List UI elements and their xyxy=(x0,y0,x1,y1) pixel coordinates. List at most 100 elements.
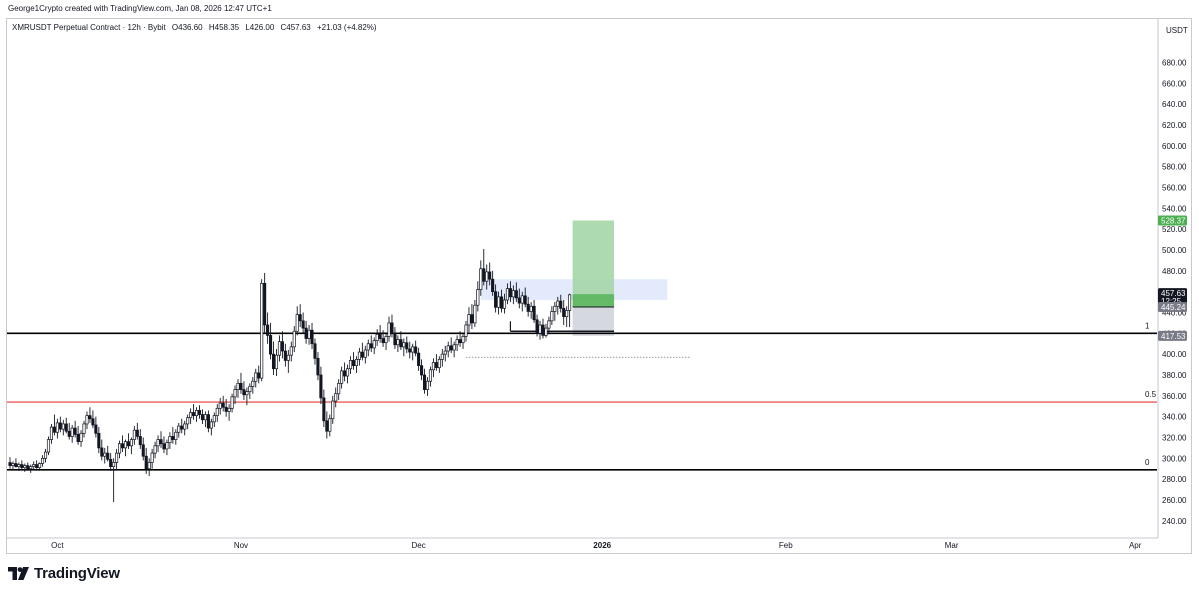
price-tick-label: 620.00 xyxy=(1162,121,1187,130)
candle xyxy=(156,435,160,453)
price-tick-label: 280.00 xyxy=(1162,475,1187,484)
candle xyxy=(393,327,397,349)
candle xyxy=(331,395,335,424)
candle xyxy=(251,377,255,394)
candle xyxy=(115,448,119,470)
candle xyxy=(375,329,379,346)
candle xyxy=(271,341,276,375)
candle xyxy=(360,342,364,361)
tradingview-logo-icon xyxy=(8,567,29,580)
candle xyxy=(260,279,264,382)
candle xyxy=(340,366,344,389)
price-tick-label: 600.00 xyxy=(1162,142,1187,151)
candle xyxy=(476,281,480,312)
candle xyxy=(168,432,172,449)
price-badge-text: 445.24 xyxy=(1161,303,1186,312)
candle xyxy=(310,322,314,349)
symbol-legend: XMRUSDT Perpetual Contract · 12h · Bybit… xyxy=(12,23,381,32)
price-badge-target xyxy=(1158,215,1187,226)
price-tick-label: 340.00 xyxy=(1162,413,1187,422)
candle xyxy=(425,377,430,396)
price-tick-label: 660.00 xyxy=(1162,79,1187,88)
candle xyxy=(120,435,125,453)
candle xyxy=(248,383,252,399)
tradingview-logo-text: TradingView xyxy=(34,565,120,582)
price-tick-label: 380.00 xyxy=(1162,371,1187,380)
candle xyxy=(52,414,56,436)
candle xyxy=(123,439,128,457)
candle xyxy=(212,412,216,428)
candle xyxy=(32,461,36,470)
price-tick-label: 240.00 xyxy=(1162,517,1187,526)
candle xyxy=(505,283,509,305)
candle xyxy=(535,314,539,337)
time-tick-label: Dec xyxy=(412,541,426,550)
candle xyxy=(245,387,249,406)
candle xyxy=(553,302,557,321)
candle xyxy=(153,441,157,459)
price-tick-label: 480.00 xyxy=(1162,267,1187,276)
candle xyxy=(366,339,370,357)
candle xyxy=(138,429,142,449)
candle xyxy=(511,285,515,305)
ohlc-change: +21.03 (+4.82%) xyxy=(316,23,377,32)
candle xyxy=(325,411,329,439)
candle xyxy=(414,340,418,357)
candle xyxy=(100,439,104,461)
candle xyxy=(147,458,151,477)
candle xyxy=(514,282,518,303)
candle xyxy=(316,352,320,381)
candle xyxy=(106,445,110,462)
candle xyxy=(337,379,341,400)
price-axis-unit: USDT xyxy=(1166,26,1188,35)
time-tick-label: Apr xyxy=(1129,541,1142,550)
candle xyxy=(437,356,441,373)
candle xyxy=(218,397,222,415)
candle xyxy=(20,460,24,470)
candle xyxy=(189,408,193,424)
price-tick-label: 400.00 xyxy=(1162,350,1187,359)
candle xyxy=(479,260,483,296)
time-tick-label: Nov xyxy=(234,541,248,550)
price-tick-label: 580.00 xyxy=(1162,163,1187,172)
candle xyxy=(280,331,284,359)
tradingview-logo[interactable]: TradingView xyxy=(8,565,120,582)
candle xyxy=(363,345,367,364)
price-badge-text: 457.63 xyxy=(1161,289,1186,298)
candle xyxy=(82,420,86,438)
candle xyxy=(298,304,302,328)
price-tick-label: 440.00 xyxy=(1162,309,1187,318)
symbol-name[interactable]: XMRUSDT Perpetual Contract · 12h · Bybit xyxy=(12,23,166,32)
candle xyxy=(440,348,444,367)
candle xyxy=(488,262,492,286)
candle xyxy=(467,307,471,333)
candle xyxy=(346,364,350,384)
candle xyxy=(384,333,388,350)
price-tick-label: 680.00 xyxy=(1162,59,1187,68)
candle xyxy=(266,312,270,344)
candle xyxy=(322,389,326,428)
candle xyxy=(46,436,51,456)
candle xyxy=(215,404,219,422)
candle xyxy=(129,437,133,455)
candle xyxy=(233,385,237,405)
candle xyxy=(61,419,65,436)
candle xyxy=(461,333,465,349)
candle xyxy=(206,410,210,433)
candle xyxy=(396,335,400,353)
candle xyxy=(556,296,560,315)
price-tick-label: 540.00 xyxy=(1162,204,1187,213)
candle xyxy=(523,287,527,308)
candle xyxy=(387,316,391,342)
fib-level-label: 1 xyxy=(1145,321,1150,330)
candle xyxy=(221,395,225,412)
price-badge-text: 417.53 xyxy=(1161,332,1186,341)
candle xyxy=(449,337,453,354)
candle xyxy=(88,407,92,423)
candle xyxy=(29,464,33,473)
target-zone[interactable] xyxy=(572,220,615,308)
candle xyxy=(41,455,45,467)
candle xyxy=(405,336,409,354)
price-tick-label: 500.00 xyxy=(1162,246,1187,255)
